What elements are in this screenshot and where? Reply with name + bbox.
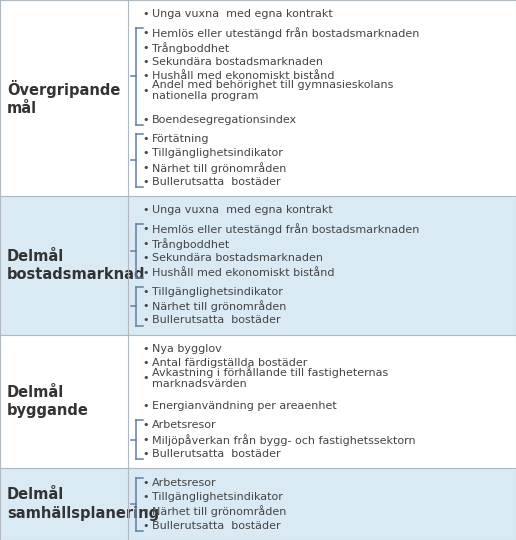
Text: •: • (143, 301, 149, 311)
Text: •: • (143, 521, 149, 531)
Text: Energianvändning per areaenhet: Energianvändning per areaenhet (152, 401, 337, 411)
Text: Miljöpåverkan från bygg- och fastighetssektorn: Miljöpåverkan från bygg- och fastighetss… (152, 434, 415, 446)
Text: Sekundära bostadsmarknaden: Sekundära bostadsmarknaden (152, 57, 323, 67)
Text: Unga vuxna  med egna kontrakt: Unga vuxna med egna kontrakt (152, 205, 333, 215)
Text: •: • (143, 421, 149, 430)
Text: Trångboddhet: Trångboddhet (152, 42, 229, 53)
Text: •: • (143, 315, 149, 326)
Text: •: • (143, 224, 149, 234)
Text: Tillgänglighetsindikator: Tillgänglighetsindikator (152, 287, 283, 296)
Text: Nya bygglov: Nya bygglov (152, 344, 222, 354)
Text: •: • (143, 86, 149, 96)
Text: Närhet till grönområden: Närhet till grönområden (152, 161, 286, 173)
Text: Hushåll med ekonomiskt bistånd: Hushåll med ekonomiskt bistånd (152, 268, 334, 278)
Text: •: • (143, 287, 149, 296)
Bar (0, 335, 516, 469)
Text: Bullerutsatta  bostäder: Bullerutsatta bostäder (152, 177, 281, 187)
Text: Arbetsresor: Arbetsresor (152, 477, 217, 488)
Text: •: • (143, 71, 149, 82)
Bar (0, 196, 516, 335)
Text: •: • (143, 358, 149, 368)
Text: Antal färdigställda bostäder: Antal färdigställda bostäder (152, 358, 308, 368)
Text: Närhet till grönområden: Närhet till grönområden (152, 505, 286, 517)
Text: •: • (143, 253, 149, 263)
Text: Bullerutsatta  bostäder: Bullerutsatta bostäder (152, 315, 281, 326)
Text: •: • (143, 134, 149, 144)
Text: Hemlös eller utestängd från bostadsmarknaden: Hemlös eller utestängd från bostadsmarkn… (152, 27, 420, 39)
Text: Bullerutsatta  bostäder: Bullerutsatta bostäder (152, 521, 281, 531)
Text: Närhet till grönområden: Närhet till grönområden (152, 300, 286, 312)
Bar (0, 469, 516, 540)
Text: •: • (143, 163, 149, 173)
Text: •: • (143, 9, 149, 19)
Text: Andel med behörighet till gymnasieskolans
nationella program: Andel med behörighet till gymnasieskolan… (152, 80, 393, 102)
Text: •: • (143, 477, 149, 488)
Text: Delmål
bostadsmarknad: Delmål bostadsmarknad (7, 248, 146, 282)
Text: •: • (143, 492, 149, 502)
Text: Sekundära bostadsmarknaden: Sekundära bostadsmarknaden (152, 253, 323, 263)
Text: •: • (143, 507, 149, 516)
Text: Arbetsresor: Arbetsresor (152, 421, 217, 430)
Text: Förtätning: Förtätning (152, 134, 209, 144)
Text: •: • (143, 28, 149, 38)
Text: •: • (143, 449, 149, 460)
Text: Delmål
samhällsplanering: Delmål samhällsplanering (7, 488, 159, 521)
Text: Unga vuxna  med egna kontrakt: Unga vuxna med egna kontrakt (152, 9, 333, 19)
Text: •: • (143, 373, 149, 383)
Text: •: • (143, 268, 149, 278)
Text: •: • (143, 114, 149, 125)
Text: •: • (143, 205, 149, 215)
Text: Bullerutsatta  bostäder: Bullerutsatta bostäder (152, 449, 281, 460)
Text: •: • (143, 401, 149, 411)
Text: •: • (143, 43, 149, 52)
Text: •: • (143, 177, 149, 187)
Text: Delmål
byggande: Delmål byggande (7, 384, 89, 418)
Bar (0, 0, 516, 196)
Text: Tillgänglighetsindikator: Tillgänglighetsindikator (152, 492, 283, 502)
Text: Trångboddhet: Trångboddhet (152, 238, 229, 249)
Text: Övergripande
mål: Övergripande mål (7, 80, 120, 117)
Text: Boendesegregationsindex: Boendesegregationsindex (152, 114, 297, 125)
Text: •: • (143, 148, 149, 158)
Text: Hemlös eller utestängd från bostadsmarknaden: Hemlös eller utestängd från bostadsmarkn… (152, 224, 420, 235)
Text: Hushåll med ekonomiskt bistånd: Hushåll med ekonomiskt bistånd (152, 71, 334, 82)
Text: •: • (143, 57, 149, 67)
Text: •: • (143, 239, 149, 249)
Text: •: • (143, 435, 149, 445)
Text: Avkastning i förhållande till fastigheternas
marknadsvärden: Avkastning i förhållande till fastighete… (152, 366, 388, 389)
Text: Tillgänglighetsindikator: Tillgänglighetsindikator (152, 148, 283, 158)
Text: •: • (143, 344, 149, 354)
